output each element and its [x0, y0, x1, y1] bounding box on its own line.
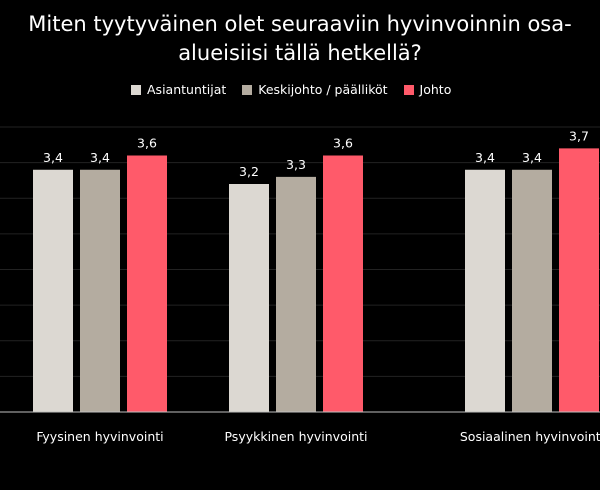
- data-label: 3,4: [90, 150, 110, 165]
- chart-title-line-1: Miten tyytyväinen olet seuraaviin hyvinv…: [28, 12, 572, 36]
- data-label: 3,7: [569, 128, 589, 143]
- bar: [465, 169, 505, 412]
- legend-item-asiantuntijat: Asiantuntijat: [131, 82, 226, 97]
- bar: [323, 155, 363, 412]
- legend-label-johto: Johto: [419, 82, 452, 97]
- category-label: Psyykkinen hyvinvointi: [224, 429, 367, 444]
- data-label: 3,4: [475, 150, 495, 165]
- bar: [229, 184, 269, 412]
- legend-swatch-johto: [403, 84, 414, 95]
- data-label: 3,3: [286, 157, 306, 172]
- bar: [33, 169, 73, 412]
- bar: [80, 169, 120, 412]
- data-label: 3,4: [43, 150, 63, 165]
- category-label: Sosiaalinen hyvinvointi: [460, 429, 600, 444]
- chart-title-line-2: alueisiisi tällä hetkellä?: [178, 41, 422, 65]
- legend-item-keskijohto: Keskijohto / päälliköt: [242, 82, 388, 97]
- data-label: 3,6: [333, 136, 353, 151]
- legend-swatch-keskijohto: [242, 84, 253, 95]
- bar: [276, 176, 316, 412]
- legend-item-johto: Johto: [403, 82, 452, 97]
- bar: [559, 148, 599, 412]
- data-label: 3,6: [137, 136, 157, 151]
- legend-label-keskijohto: Keskijohto / päälliköt: [258, 82, 388, 97]
- category-label: Fyysinen hyvinvointi: [36, 429, 163, 444]
- chart-title: Miten tyytyväinen olet seuraaviin hyvinv…: [0, 10, 600, 68]
- legend: Asiantuntijat Keskijohto / päälliköt Joh…: [131, 82, 467, 97]
- bar: [512, 169, 552, 412]
- bar: [127, 155, 167, 412]
- legend-swatch-asiantuntijat: [131, 84, 141, 95]
- legend-label-asiantuntijat: Asiantuntijat: [147, 82, 227, 97]
- data-label: 3,2: [239, 164, 259, 179]
- data-label: 3,4: [522, 150, 542, 165]
